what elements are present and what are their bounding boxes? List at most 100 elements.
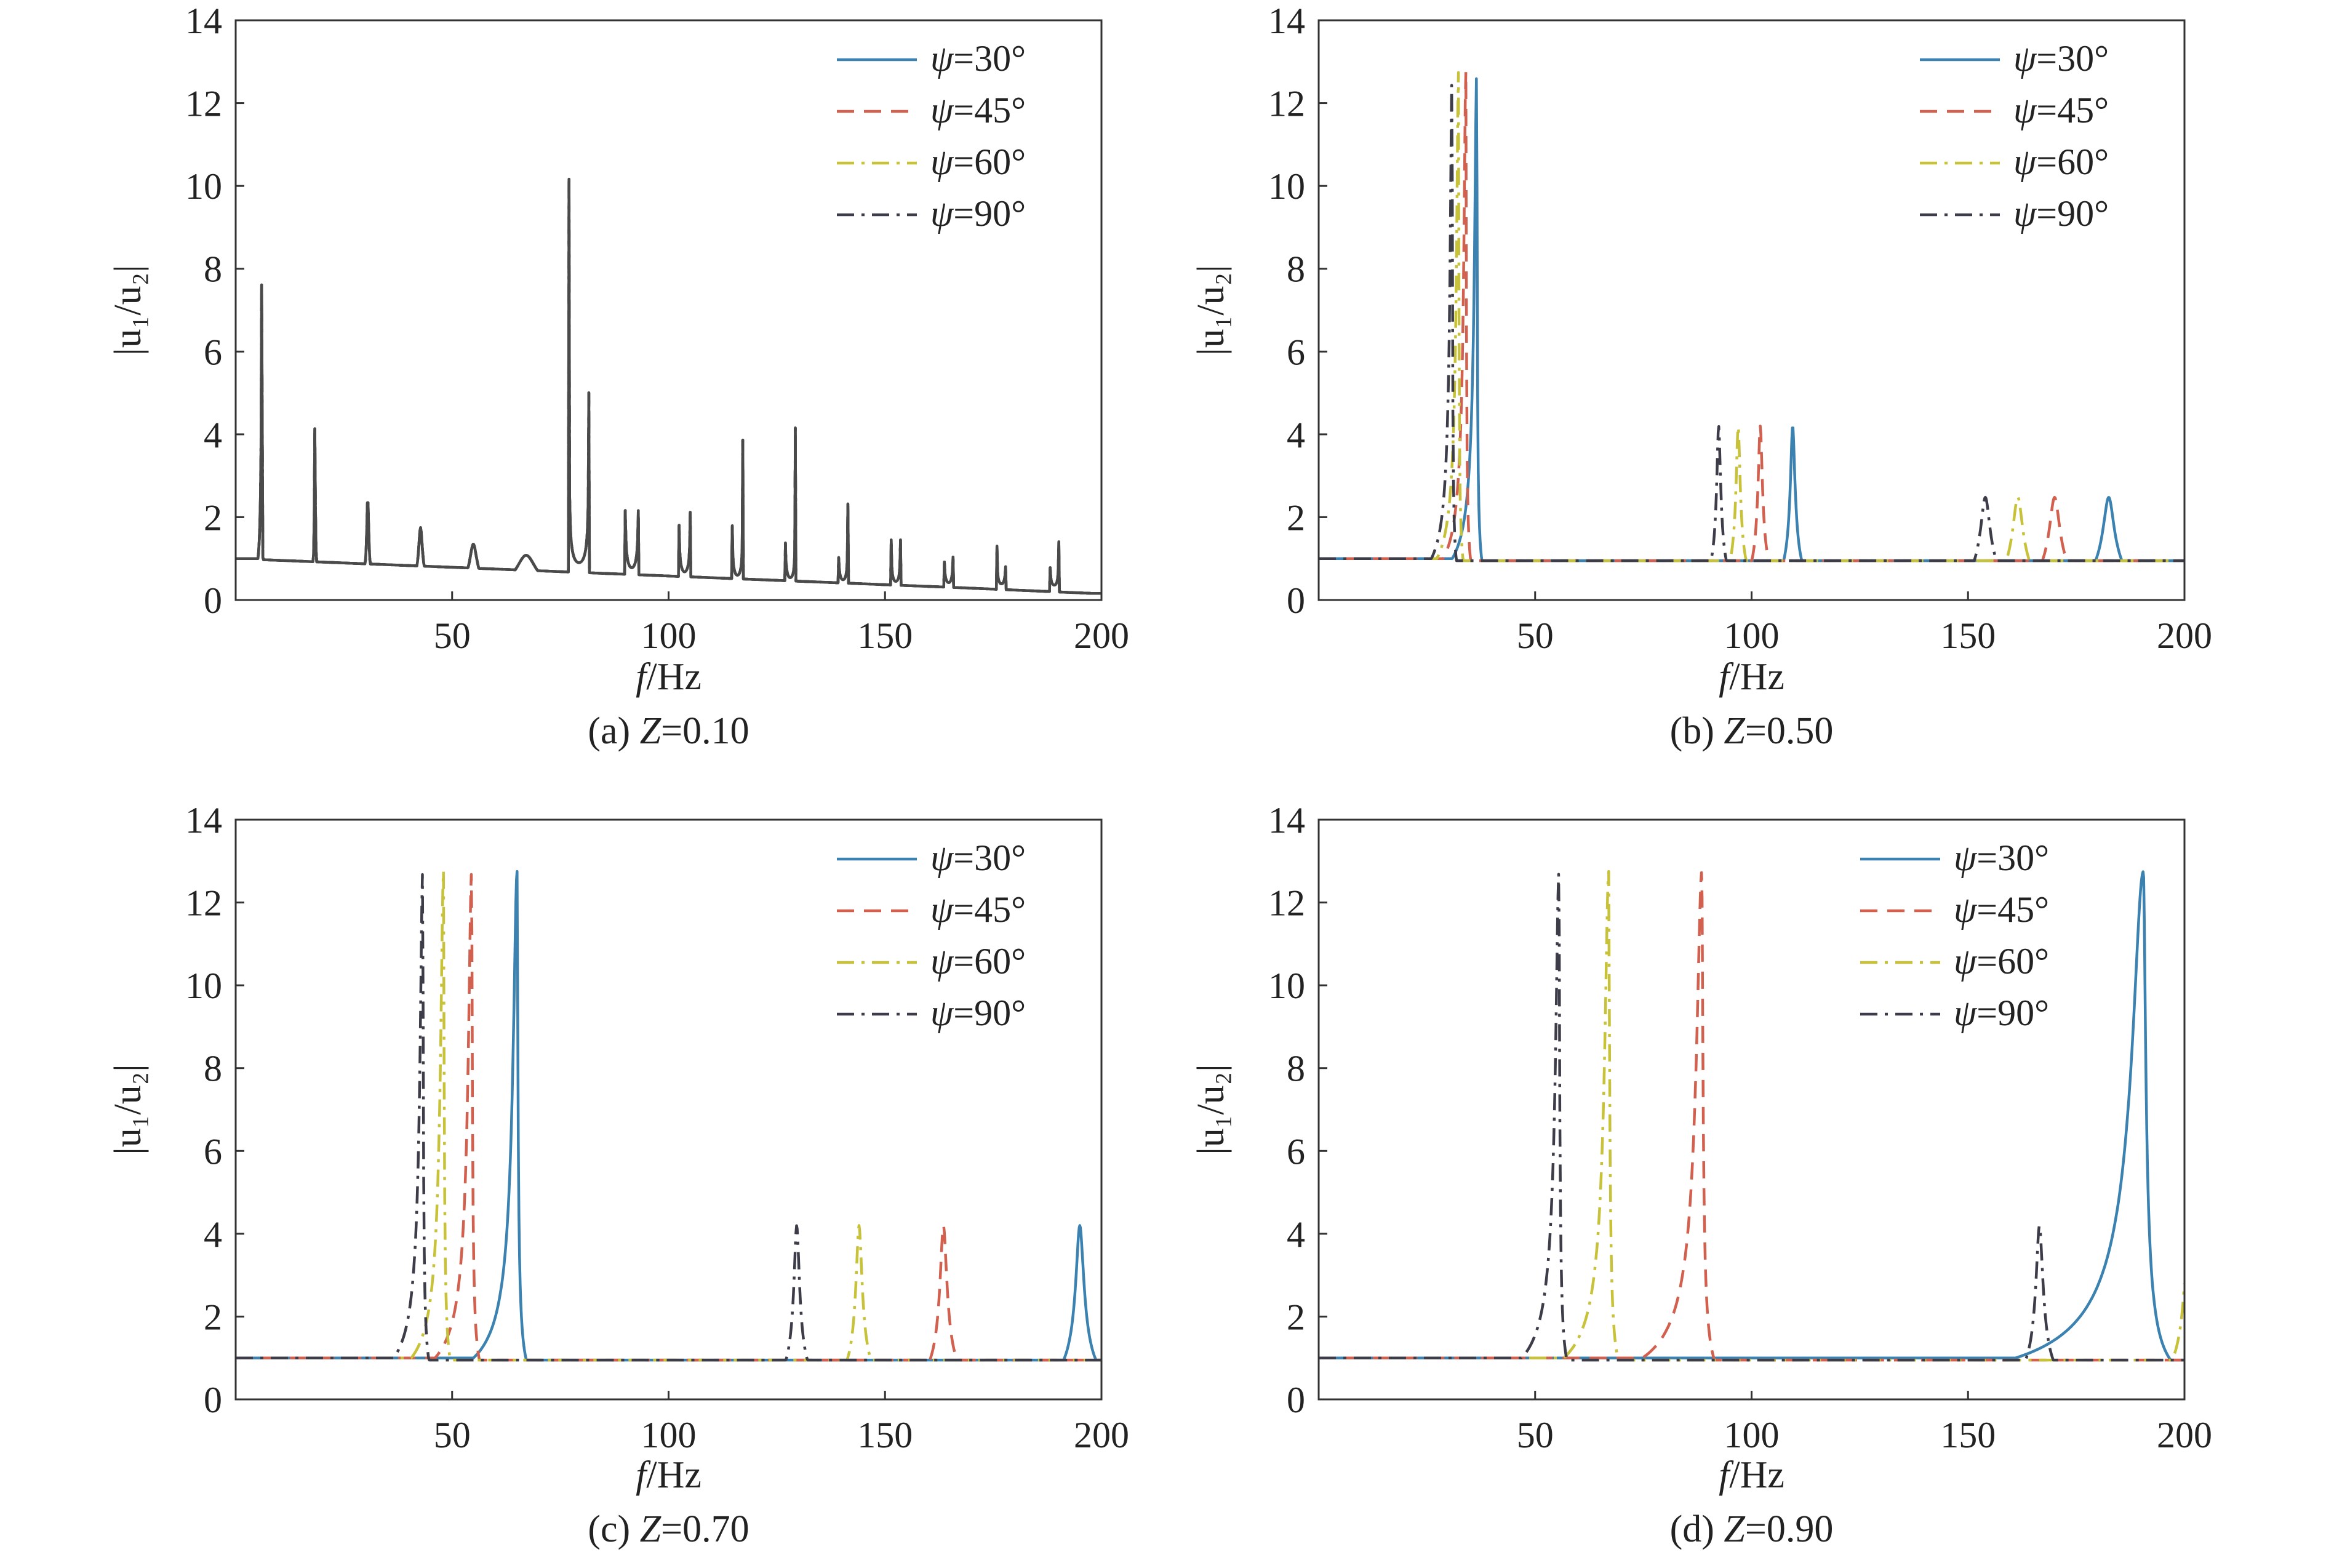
- legend-label-value-a-1: =30°: [953, 38, 1026, 79]
- y-axis-label-a: |u₁/u₂|: [107, 265, 149, 355]
- x-axis-label-unit-a: /Hz: [646, 656, 701, 698]
- caption-value-a: =0.10: [661, 710, 749, 752]
- y-tick-label-b-8: 8: [1287, 249, 1305, 290]
- y-tick-label-a-8: 8: [204, 249, 222, 290]
- x-axis-label-c: f/Hz: [636, 1454, 701, 1496]
- legend-label-var-b-4: ψ: [2013, 193, 2037, 234]
- x-tick-label-c-100: 100: [641, 1415, 697, 1455]
- chart-panel-d: 50 100 150 200 0 2 4 6 8 10 12 14 |u₁/u₂| f/Hz (d) Z=0…: [1190, 800, 2212, 1550]
- panel-caption-c: (c) Z=0.70: [588, 1508, 749, 1550]
- legend-label-var-c-3: ψ: [930, 941, 954, 982]
- caption-var-b: Z: [1724, 710, 1745, 752]
- legend-label-var-d-3: ψ: [1954, 941, 1978, 982]
- x-tick-label-d-150: 150: [1940, 1415, 1996, 1455]
- y-axis-label-d: |u₁/u₂|: [1190, 1064, 1232, 1154]
- caption-var-c: Z: [640, 1508, 661, 1550]
- legend-label-var-c-1: ψ: [930, 838, 954, 878]
- series-group-a: [236, 177, 1101, 595]
- legend-label-b-3: ψ=60°: [2013, 142, 2109, 182]
- panel-caption-a: (a) Z=0.10: [588, 710, 749, 752]
- legend-d: ψ=30°ψ=45°ψ=60°ψ=90°: [1860, 838, 2049, 1033]
- panel-caption-d: (d) Z=0.90: [1670, 1508, 1834, 1550]
- y-tick-label-c-10: 10: [185, 966, 222, 1006]
- caption-value-b: =0.50: [1745, 710, 1833, 752]
- y-tick-label-b-4: 4: [1287, 415, 1305, 455]
- legend-label-value-d-1: =30°: [1976, 838, 2049, 878]
- y-tick-label-a-12: 12: [185, 84, 222, 124]
- legend-label-value-d-4: =90°: [1976, 993, 2049, 1033]
- chart-panel-c: 50 100 150 200 0 2 4 6 8 10 12 14 |u₁/u₂| f/Hz (c) Z=0…: [107, 800, 1129, 1550]
- y-tick-label-d-6: 6: [1287, 1131, 1305, 1172]
- panel-caption-b: (b) Z=0.50: [1670, 710, 1834, 752]
- legend-label-d-1: ψ=30°: [1954, 838, 2049, 878]
- caption-value-d: =0.90: [1745, 1508, 1833, 1550]
- caption-value-c: =0.70: [661, 1508, 749, 1550]
- caption-prefix-c: (c): [588, 1508, 639, 1550]
- legend-label-var-a-3: ψ: [930, 142, 954, 182]
- y-tick-label-a-6: 6: [204, 332, 222, 372]
- legend-label-b-4: ψ=90°: [2013, 193, 2109, 234]
- legend-label-var-d-1: ψ: [1954, 838, 1978, 878]
- y-tick-label-a-4: 4: [204, 415, 222, 455]
- caption-var-d: Z: [1724, 1508, 1745, 1550]
- y-tick-label-c-6: 6: [204, 1131, 222, 1172]
- series-line-d-4: [1319, 873, 2184, 1362]
- legend-label-b-1: ψ=30°: [2013, 38, 2109, 79]
- y-tick-label-b-14: 14: [1268, 1, 1305, 41]
- x-tick-label-d-50: 50: [1517, 1415, 1554, 1455]
- legend-label-var-d-4: ψ: [1954, 993, 1978, 1033]
- legend-label-var-d-2: ψ: [1954, 889, 1978, 930]
- legend-label-var-a-2: ψ: [930, 90, 954, 130]
- caption-prefix-d: (d): [1670, 1508, 1724, 1550]
- y-axis-label-b: |u₁/u₂|: [1190, 265, 1232, 355]
- legend-label-a-3: ψ=60°: [930, 142, 1026, 182]
- legend-label-value-b-3: =60°: [2036, 142, 2109, 182]
- legend-a: ψ=30°ψ=45°ψ=60°ψ=90°: [837, 38, 1026, 234]
- y-tick-label-b-6: 6: [1287, 332, 1305, 372]
- y-tick-label-c-8: 8: [204, 1049, 222, 1089]
- y-tick-label-c-12: 12: [185, 883, 222, 924]
- y-axis-label-c: |u₁/u₂|: [107, 1064, 149, 1154]
- x-tick-label-b-200: 200: [2157, 615, 2212, 656]
- x-axis-label-unit-b: /Hz: [1729, 656, 1784, 698]
- legend-label-value-a-2: =45°: [953, 90, 1026, 130]
- series-line-a-4: [236, 177, 1101, 595]
- y-tick-label-b-10: 10: [1268, 166, 1305, 207]
- legend-label-value-c-3: =60°: [953, 941, 1026, 982]
- legend-label-var-c-4: ψ: [930, 993, 954, 1033]
- legend-label-value-b-4: =90°: [2036, 193, 2109, 234]
- legend-b: ψ=30°ψ=45°ψ=60°ψ=90°: [1920, 38, 2109, 234]
- legend-label-c-1: ψ=30°: [930, 838, 1026, 878]
- legend-label-var-a-1: ψ: [930, 38, 954, 79]
- y-tick-label-d-2: 2: [1287, 1297, 1305, 1337]
- chart-panel-a: 50 100 150 200 0 2 4 6 8 10 12 14 |u₁/u₂| f/Hz (a) Z=0…: [107, 1, 1129, 752]
- y-tick-label-c-4: 4: [204, 1214, 222, 1255]
- y-tick-label-d-12: 12: [1268, 883, 1305, 924]
- legend-c: ψ=30°ψ=45°ψ=60°ψ=90°: [837, 838, 1026, 1033]
- chart-panel-b: 50 100 150 200 0 2 4 6 8 10 12 14 |u₁/u₂| f/Hz (b) Z=0…: [1190, 1, 2212, 752]
- y-tick-label-b-2: 2: [1287, 497, 1305, 538]
- legend-label-a-4: ψ=90°: [930, 193, 1026, 234]
- y-tick-label-d-8: 8: [1287, 1049, 1305, 1089]
- legend-label-value-c-2: =45°: [953, 889, 1026, 930]
- legend-label-value-a-4: =90°: [953, 193, 1026, 234]
- legend-label-value-d-2: =45°: [1976, 889, 2049, 930]
- legend-label-value-d-3: =60°: [1976, 941, 2049, 982]
- y-tick-label-b-0: 0: [1287, 580, 1305, 621]
- y-tick-label-d-0: 0: [1287, 1380, 1305, 1420]
- legend-label-d-2: ψ=45°: [1954, 889, 2049, 930]
- caption-prefix-a: (a): [588, 710, 639, 752]
- legend-label-value-c-4: =90°: [953, 993, 1026, 1033]
- legend-label-d-3: ψ=60°: [1954, 941, 2049, 982]
- x-tick-label-a-50: 50: [434, 615, 471, 656]
- series-group-d: [1319, 870, 2184, 1362]
- legend-label-var-b-3: ψ: [2013, 142, 2037, 182]
- y-tick-label-d-4: 4: [1287, 1214, 1305, 1255]
- x-axis-label-a: f/Hz: [636, 656, 701, 698]
- x-tick-label-b-150: 150: [1940, 615, 1996, 656]
- x-axis-label-d: f/Hz: [1719, 1454, 1784, 1496]
- y-tick-label-c-2: 2: [204, 1297, 222, 1337]
- x-tick-label-a-100: 100: [641, 615, 697, 656]
- y-tick-label-b-12: 12: [1268, 84, 1305, 124]
